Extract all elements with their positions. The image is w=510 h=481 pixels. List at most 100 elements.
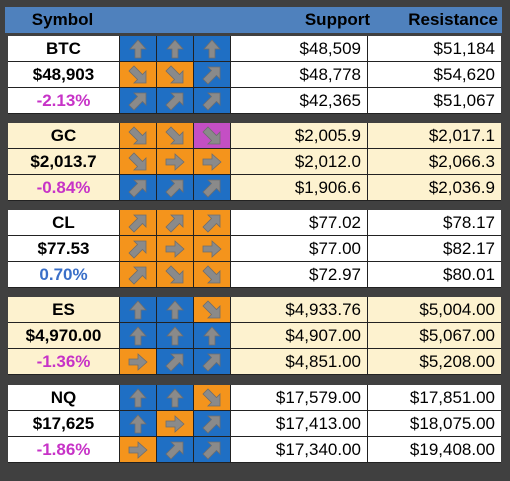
right-icon: [165, 414, 185, 433]
up-icon: [203, 38, 221, 58]
header-resistance: Resistance: [408, 10, 498, 29]
up-right-icon: [202, 66, 221, 85]
symbol-cell: GC: [8, 123, 120, 148]
support-value: $2,012.0: [231, 149, 368, 174]
resistance-value: $78.17: [443, 212, 495, 232]
table-row: BTC $48,509 $51,184: [8, 36, 501, 62]
price-cell: $4,970.00: [8, 323, 120, 348]
up-right-icon: [165, 214, 184, 233]
right-icon: [165, 152, 185, 171]
trend-cell: [120, 123, 157, 148]
trend-cell: [157, 297, 194, 322]
table-row: $77.53 $77.00 $82.17: [8, 236, 501, 262]
trend-cell: [157, 36, 194, 61]
change-cell: -1.36%: [8, 349, 120, 374]
symbol-cell: CL: [8, 210, 120, 235]
up-right-icon: [165, 179, 184, 198]
trend-cell: [194, 210, 231, 235]
up-icon: [129, 325, 147, 345]
trend-cell: [120, 149, 157, 174]
trend-cell: [120, 349, 157, 374]
trend-cell: [120, 437, 157, 462]
support-value: $17,413.00: [231, 411, 368, 436]
up-icon: [166, 299, 184, 319]
table-row: -0.84% $1,906.6 $2,036.9: [8, 175, 501, 201]
support-value: $2,005.9: [231, 123, 368, 148]
table-row: $17,625 $17,413.00 $18,075.00: [8, 411, 501, 437]
down-right-icon: [128, 64, 147, 83]
trend-cell: [157, 262, 194, 287]
resistance-value: $82.17: [443, 238, 495, 258]
up-right-icon: [128, 266, 147, 285]
down-right-icon: [128, 151, 147, 170]
symbol-cell: BTC: [8, 36, 120, 61]
trend-cell: [157, 411, 194, 436]
down-right-icon: [165, 264, 184, 283]
table-row: -1.86% $17,340.00 $19,408.00: [8, 437, 501, 463]
trend-cell: [120, 62, 157, 87]
up-icon: [166, 325, 184, 345]
up-right-icon: [128, 92, 147, 111]
change-cell: -1.86%: [8, 437, 120, 462]
trend-cell: [157, 349, 194, 374]
down-right-icon: [202, 264, 221, 283]
trend-cell: [157, 123, 194, 148]
support-value: $77.02: [231, 210, 368, 235]
instrument-section: GC $2,005.9 $2,017.1 $2,013.7 $2,012.0 $2,066…: [8, 123, 501, 201]
up-right-icon: [202, 353, 221, 372]
trend-cell: [120, 411, 157, 436]
trend-cell: [194, 385, 231, 410]
table-row: NQ $17,579.00 $17,851.00: [8, 385, 501, 411]
support-value: $77.00: [231, 236, 368, 261]
up-right-icon: [202, 441, 221, 460]
table-row: -1.36% $4,851.00 $5,208.00: [8, 349, 501, 375]
change-cell: 0.70%: [8, 262, 120, 287]
support-value: $4,907.00: [231, 323, 368, 348]
up-right-icon: [128, 214, 147, 233]
trend-cell: [120, 297, 157, 322]
trend-cell: [194, 62, 231, 87]
support-value: $72.97: [231, 262, 368, 287]
trend-cell: [120, 175, 157, 200]
trend-cell: [157, 175, 194, 200]
down-right-icon: [202, 387, 221, 406]
up-icon: [203, 325, 221, 345]
trend-cell: [194, 297, 231, 322]
resistance-value: $80.01: [443, 264, 495, 284]
trend-cell: [194, 149, 231, 174]
symbol-cell: ES: [8, 297, 120, 322]
price-cell: $48,903: [8, 62, 120, 87]
resistance-value: $19,408.00: [409, 439, 495, 459]
instrument-section: CL $77.02 $78.17 $77.53 $77.00 $82.17 0.70% $72…: [8, 210, 501, 288]
trend-cell: [157, 62, 194, 87]
up-right-icon: [202, 179, 221, 198]
trend-cell: [157, 385, 194, 410]
trend-cell: [157, 210, 194, 235]
right-icon: [202, 152, 222, 171]
support-value: $17,340.00: [231, 437, 368, 462]
down-right-icon: [128, 125, 147, 144]
resistance-value: $54,620: [433, 64, 495, 84]
trend-cell: [194, 236, 231, 261]
support-value: $4,851.00: [231, 349, 368, 374]
trend-cell: [194, 88, 231, 113]
table-row: $2,013.7 $2,012.0 $2,066.3: [8, 149, 501, 175]
right-icon: [202, 239, 222, 258]
resistance-value: $5,067.00: [419, 325, 495, 345]
trend-cell: [194, 437, 231, 462]
resistance-value: $51,184: [433, 38, 495, 58]
up-right-icon: [128, 240, 147, 259]
up-right-icon: [165, 441, 184, 460]
table-row: ES $4,933.76 $5,004.00: [8, 297, 501, 323]
support-value: $1,906.6: [231, 175, 368, 200]
trend-cell: [120, 323, 157, 348]
table-header: Symbol Support Resistance: [5, 7, 502, 33]
trend-cell: [194, 123, 231, 148]
up-right-icon: [165, 353, 184, 372]
table-row: CL $77.02 $78.17: [8, 210, 501, 236]
support-value: $4,933.76: [231, 297, 368, 322]
trend-cell: [120, 262, 157, 287]
resistance-value: $17,851.00: [409, 387, 495, 407]
header-symbol: Symbol: [31, 10, 94, 29]
